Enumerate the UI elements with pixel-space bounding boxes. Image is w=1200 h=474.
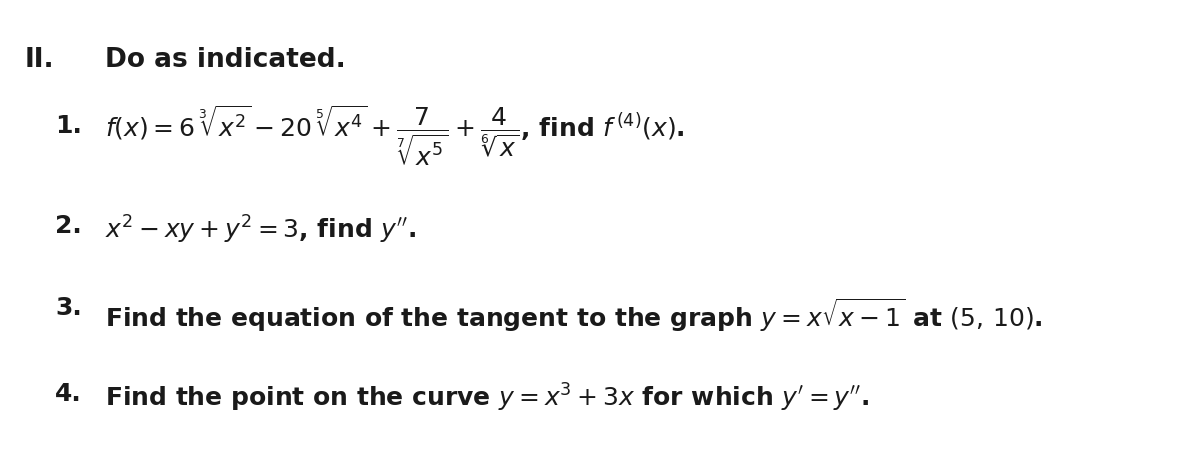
Text: $f(x) =6\,\sqrt[3]{x^2} - 20\,\sqrt[5]{x^4} + \dfrac{7}{\sqrt[7]{x^5}} + \dfrac{: $f(x) =6\,\sqrt[3]{x^2} - 20\,\sqrt[5]{x… (106, 104, 685, 169)
Text: Do as indicated.: Do as indicated. (106, 47, 346, 73)
Text: Find the point on the curve $y = x^3 + 3x$ for which $y' = y''$.: Find the point on the curve $y = x^3 + 3… (106, 382, 869, 414)
Text: 3.: 3. (55, 296, 82, 320)
Text: 1.: 1. (55, 114, 82, 138)
Text: $x^2 - xy + y^2 = 3$, find $y''$.: $x^2 - xy + y^2 = 3$, find $y''$. (106, 214, 416, 246)
Text: 4.: 4. (55, 382, 82, 406)
Text: 2.: 2. (55, 214, 82, 238)
Text: Find the equation of the tangent to the graph $y = x\sqrt{x-1}$ at $( 5,\, 10)$.: Find the equation of the tangent to the … (106, 296, 1043, 334)
Text: II.: II. (25, 47, 55, 73)
